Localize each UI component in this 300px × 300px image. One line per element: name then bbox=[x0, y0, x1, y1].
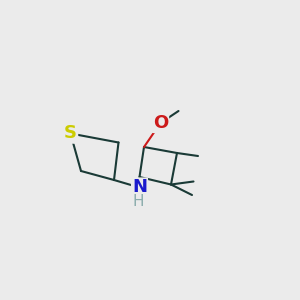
Text: N: N bbox=[132, 178, 147, 196]
Text: H: H bbox=[133, 194, 144, 208]
Text: S: S bbox=[64, 124, 77, 142]
Text: O: O bbox=[153, 114, 168, 132]
